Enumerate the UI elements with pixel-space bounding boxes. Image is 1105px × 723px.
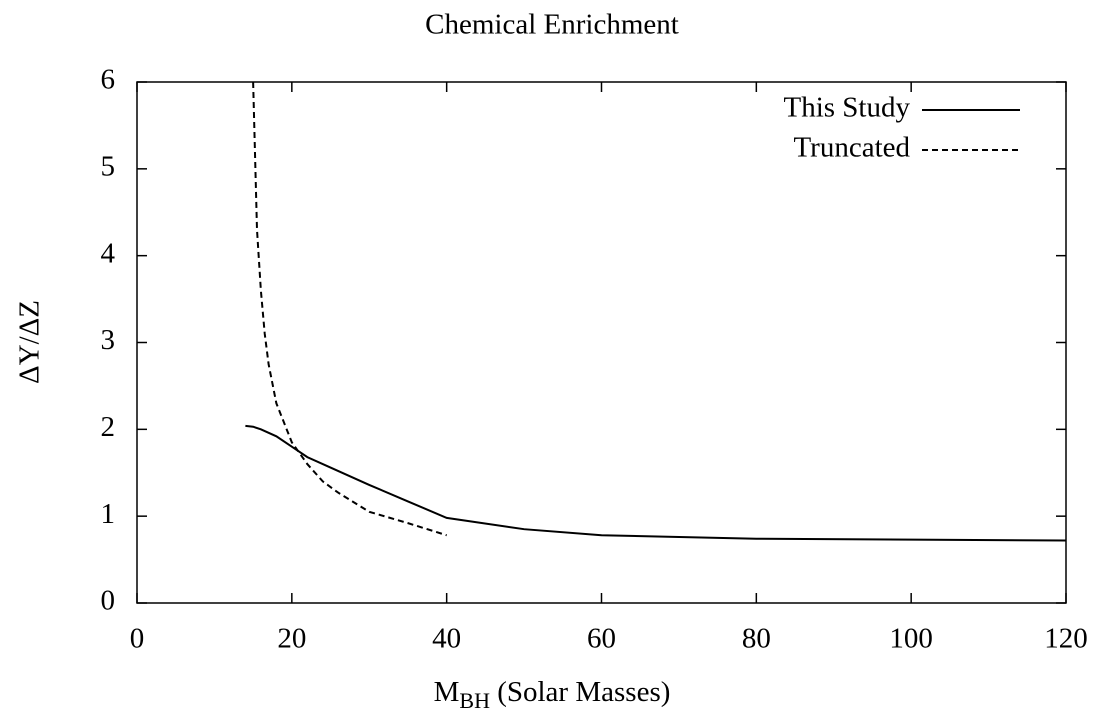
x-label-main: M (434, 676, 460, 708)
x-tick-label: 40 (432, 623, 461, 655)
legend-label: Truncated (793, 132, 910, 164)
x-tick-label: 20 (277, 623, 306, 655)
x-label-sub: BH (459, 688, 490, 713)
x-tick-label: 60 (587, 623, 616, 655)
y-tick-label: 0 (101, 585, 116, 617)
y-tick-label: 3 (101, 324, 116, 356)
x-tick-label: 100 (889, 623, 933, 655)
y-tick-label: 6 (101, 64, 116, 96)
y-tick-label: 5 (101, 150, 116, 182)
chart-title: Chemical Enrichment (425, 9, 679, 41)
line (252, 81, 447, 537)
x-axis-label: MBH (Solar Masses) (434, 676, 671, 713)
plot-frame (136, 81, 1067, 604)
x-tick-label: 80 (742, 623, 771, 655)
x-tick-label: 120 (1044, 623, 1088, 655)
legend-label: This Study (784, 92, 911, 124)
y-tick-label: 4 (101, 237, 116, 269)
x-label-rest: (Solar Masses) (490, 676, 670, 708)
x-tick-label: 0 (130, 623, 145, 655)
y-axis-label: ΔY/ΔZ (14, 300, 46, 384)
line (245, 424, 1067, 542)
y-tick-label: 1 (101, 498, 116, 530)
y-tick-label: 2 (101, 411, 116, 443)
